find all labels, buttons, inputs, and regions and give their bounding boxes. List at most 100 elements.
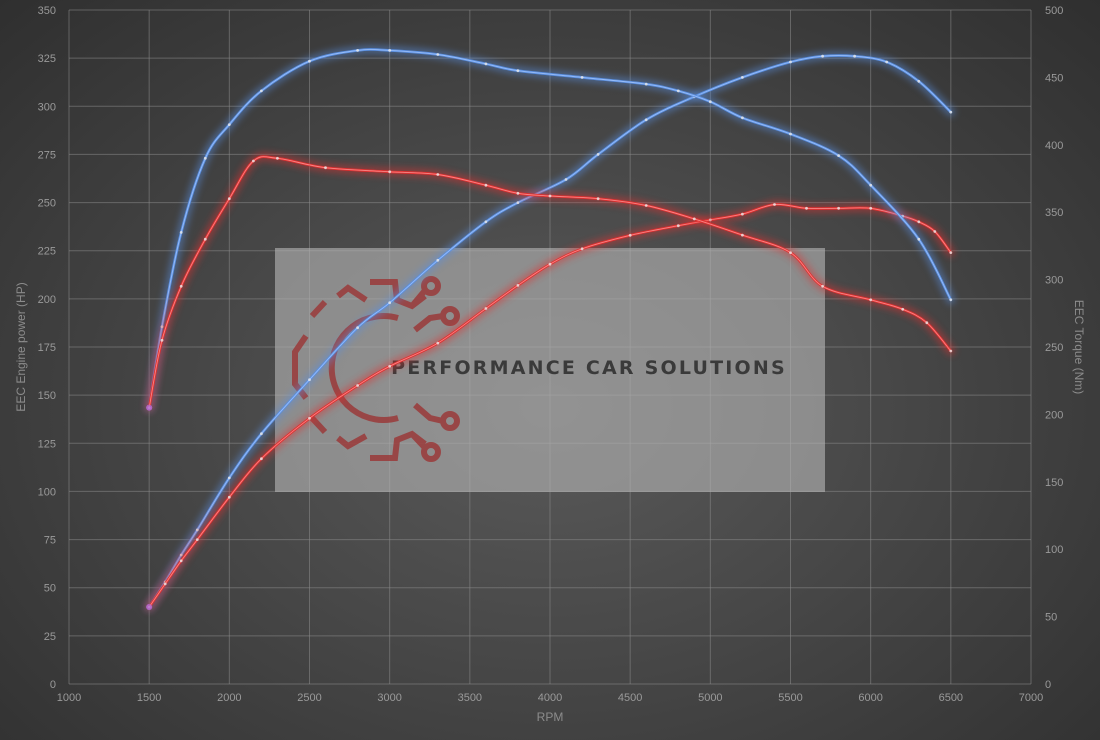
y-left-tick-label: 0 <box>50 679 56 691</box>
series-point <box>356 384 359 387</box>
y-left-tick-label: 250 <box>38 198 56 210</box>
series-point <box>227 476 231 480</box>
y-left-tick-label: 200 <box>38 294 56 306</box>
series-point <box>179 559 183 563</box>
x-tick-label: 2500 <box>297 692 321 704</box>
series-point <box>741 116 744 120</box>
x-tick-label: 1500 <box>137 692 161 704</box>
series-point <box>388 170 392 174</box>
series-point <box>853 54 856 58</box>
x-tick-label: 3000 <box>377 692 401 704</box>
series-point <box>644 204 648 207</box>
series-point <box>195 538 199 541</box>
series-point <box>203 237 207 241</box>
series-point <box>925 321 929 325</box>
series-point <box>356 326 359 330</box>
series-point <box>484 62 488 66</box>
series-point <box>869 206 873 210</box>
y-axis-right-ticks: 0 50 100 150 200 250 300 350 400 450 500 <box>1045 5 1063 691</box>
series-point <box>324 166 327 170</box>
y-left-tick-label: 175 <box>38 342 56 354</box>
series-point <box>676 224 680 228</box>
series-point <box>644 82 648 86</box>
series-point <box>160 338 164 342</box>
series-point <box>484 183 488 187</box>
y-left-tick-label: 150 <box>38 390 56 402</box>
y-right-tick-label: 0 <box>1045 679 1051 691</box>
y-right-tick-label: 100 <box>1045 544 1063 556</box>
series-point <box>917 79 921 83</box>
series-point <box>203 156 207 160</box>
series-point <box>252 159 255 163</box>
x-tick-label: 4500 <box>618 692 642 704</box>
series-point <box>436 258 440 262</box>
series-point <box>260 457 263 461</box>
series-point <box>388 49 392 52</box>
series-point <box>227 123 231 126</box>
series-point <box>580 247 584 251</box>
series-point <box>949 110 953 114</box>
y-right-tick-label: 450 <box>1045 72 1063 84</box>
y-left-tick-label: 350 <box>38 5 56 17</box>
y-right-tick-label: 350 <box>1045 207 1063 219</box>
series-point <box>789 60 792 64</box>
series-point <box>644 118 648 122</box>
y-left-tick-label: 225 <box>38 246 56 258</box>
series-line-1 <box>144 51 956 612</box>
series-point <box>821 54 824 58</box>
y-right-tick-label: 500 <box>1045 5 1063 17</box>
series-point <box>484 220 488 224</box>
y-left-tick-label: 75 <box>44 535 56 547</box>
x-tick-label: 7000 <box>1019 692 1043 704</box>
series-point <box>436 341 440 345</box>
series-point <box>484 307 488 310</box>
y-right-tick-label: 250 <box>1045 342 1063 354</box>
x-tick-label: 5500 <box>778 692 802 704</box>
series-point <box>308 59 311 63</box>
series-point <box>901 307 905 311</box>
y-left-tick-label: 125 <box>38 438 56 450</box>
series-point <box>260 432 263 436</box>
series-point <box>596 197 600 201</box>
series-point <box>741 212 744 216</box>
series-point <box>708 100 712 104</box>
y-axis-left-title: EEC Engine power (HP) <box>14 282 28 411</box>
series-point <box>821 284 824 288</box>
series-line-2 <box>144 199 956 612</box>
series-point <box>580 76 584 79</box>
x-axis-title: RPM <box>537 710 564 724</box>
series-point <box>516 191 520 195</box>
series-highlight <box>148 203 952 608</box>
series-point <box>949 298 953 302</box>
series-point <box>179 231 183 234</box>
series-point <box>516 284 520 287</box>
series-point <box>516 201 520 205</box>
y-right-tick-label: 400 <box>1045 140 1063 152</box>
y-left-tick-label: 100 <box>38 486 56 498</box>
series-point <box>869 298 873 302</box>
x-tick-label: 3500 <box>458 692 482 704</box>
series-point <box>195 528 199 532</box>
y-right-tick-label: 300 <box>1045 275 1063 287</box>
y-left-tick-label: 25 <box>44 631 56 643</box>
series-point <box>789 251 792 255</box>
x-tick-label: 4000 <box>538 692 562 704</box>
watermark-panel <box>275 248 825 492</box>
series-point <box>741 76 744 79</box>
y-left-tick-label: 325 <box>38 53 56 65</box>
series-point <box>933 230 937 233</box>
series-point <box>276 156 279 160</box>
series-point <box>388 301 392 305</box>
series-point <box>163 582 167 586</box>
series-point <box>917 220 921 224</box>
series-point <box>179 284 183 288</box>
x-tick-label: 1000 <box>57 692 81 704</box>
y-left-tick-label: 300 <box>38 101 56 113</box>
series-point <box>837 206 840 210</box>
series-point <box>436 53 440 56</box>
series-point <box>308 416 311 420</box>
series-highlight <box>148 55 952 608</box>
series-point <box>949 251 953 255</box>
series-point <box>692 217 696 221</box>
